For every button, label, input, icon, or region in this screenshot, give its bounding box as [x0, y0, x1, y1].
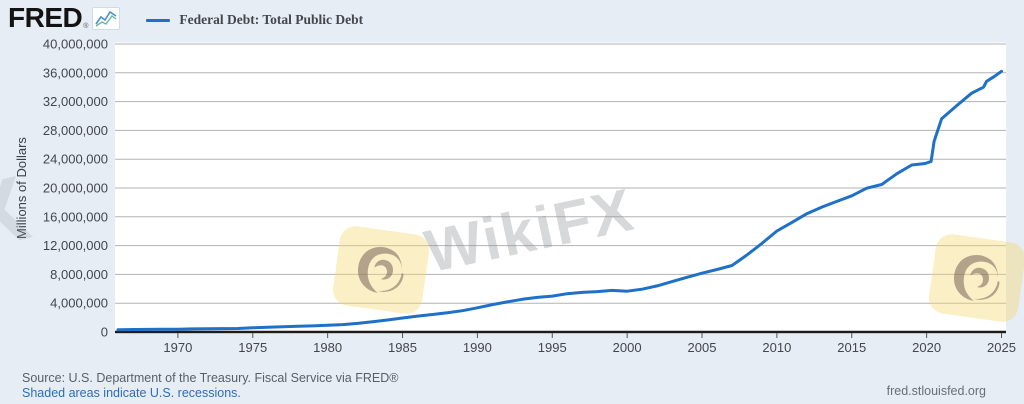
svg-text:0: 0	[101, 325, 108, 340]
svg-text:4,000,000: 4,000,000	[50, 296, 108, 311]
svg-text:16,000,000: 16,000,000	[43, 209, 108, 224]
legend-line-swatch	[146, 18, 171, 22]
source-note: Source: U.S. Department of the Treasury.…	[22, 371, 399, 385]
svg-text:28,000,000: 28,000,000	[43, 123, 108, 138]
svg-text:1985: 1985	[388, 340, 417, 355]
legend: Federal Debt: Total Public Debt	[146, 12, 363, 28]
fred-logo-text: FRED	[8, 2, 83, 33]
svg-text:1990: 1990	[463, 340, 492, 355]
fred-logo[interactable]: FRED ®	[8, 2, 121, 33]
fred-sparkline-icon	[92, 7, 121, 30]
fred-registered-mark: ®	[83, 23, 89, 30]
svg-text:2005: 2005	[688, 340, 717, 355]
svg-text:40,000,000: 40,000,000	[43, 37, 108, 52]
svg-text:1975: 1975	[238, 340, 267, 355]
site-url: fred.stlouisfed.org	[886, 384, 986, 398]
svg-text:36,000,000: 36,000,000	[43, 65, 108, 80]
svg-text:8,000,000: 8,000,000	[50, 267, 108, 282]
svg-text:2000: 2000	[613, 340, 642, 355]
svg-text:32,000,000: 32,000,000	[43, 94, 108, 109]
svg-text:1970: 1970	[163, 340, 192, 355]
svg-text:2015: 2015	[837, 340, 866, 355]
svg-text:2010: 2010	[762, 340, 791, 355]
svg-text:24,000,000: 24,000,000	[43, 152, 108, 167]
svg-text:2020: 2020	[912, 340, 941, 355]
legend-label: Federal Debt: Total Public Debt	[179, 12, 364, 27]
chart-header: FRED ® Federal Debt: Total Public Debt	[8, 4, 363, 32]
recession-note-link[interactable]: Shaded areas indicate U.S. recessions.	[22, 386, 241, 400]
svg-text:20,000,000: 20,000,000	[43, 181, 108, 196]
svg-text:1980: 1980	[313, 340, 342, 355]
svg-text:2025: 2025	[987, 340, 1016, 355]
svg-text:12,000,000: 12,000,000	[43, 238, 108, 253]
svg-text:1995: 1995	[538, 340, 567, 355]
